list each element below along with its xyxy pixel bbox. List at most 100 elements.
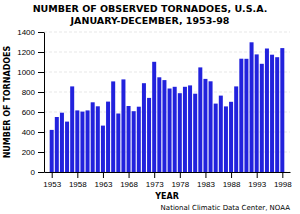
tick: 1953 <box>43 172 61 189</box>
tick-label: 1963 <box>95 180 113 189</box>
title: NUMBER OF OBSERVED TORNADOES, U.S.A. <box>33 3 268 14</box>
tick-mark <box>154 172 155 178</box>
tick: 1973 <box>146 172 164 189</box>
tick-label: 0 <box>31 168 36 177</box>
bar <box>265 49 269 173</box>
tick-label: 1400 <box>17 28 35 37</box>
tick: 600 <box>22 108 44 117</box>
x-axis: 1953 1958 1963 1968 1973 1978 1983 1988 1993 1998 <box>43 172 292 189</box>
bar <box>75 110 79 172</box>
bar <box>229 102 233 172</box>
tick: 1963 <box>95 172 113 189</box>
bar <box>250 42 254 172</box>
tick-mark <box>205 172 206 178</box>
bar <box>132 111 136 172</box>
tick: 400 <box>22 128 44 137</box>
tick-mark <box>52 172 53 178</box>
bar <box>214 104 218 172</box>
grid <box>44 32 290 172</box>
tick-label: 1000 <box>17 68 35 77</box>
tick: 1000 <box>17 68 44 77</box>
tick-label: 1973 <box>146 180 164 189</box>
tick: 1968 <box>120 172 138 189</box>
bar <box>275 57 279 172</box>
tick: 1988 <box>223 172 241 189</box>
bar <box>142 83 146 172</box>
y-axis-title: NUMBER OF TORNADOES <box>3 45 12 158</box>
axis-line <box>44 33 45 173</box>
tick-mark <box>180 172 181 178</box>
tick-label: 1200 <box>17 48 35 57</box>
bar <box>80 112 84 172</box>
tick-label: 1978 <box>171 180 189 189</box>
tick: 800 <box>22 88 44 97</box>
bar <box>198 67 202 172</box>
bar <box>116 114 120 173</box>
bar <box>86 110 90 172</box>
tick: 1983 <box>197 172 215 189</box>
tick-label: 1983 <box>197 180 215 189</box>
tick-label: 1968 <box>120 180 138 189</box>
tick-mark <box>257 172 258 178</box>
tick-mark <box>38 132 44 133</box>
tick-mark <box>38 52 44 53</box>
y-axis: 0200400600800100012001400 <box>17 28 44 177</box>
x-axis-title: YEAR <box>154 192 179 201</box>
bar <box>209 81 213 172</box>
bar <box>239 59 243 172</box>
tick-mark <box>38 112 44 113</box>
tick-label: 1988 <box>223 180 241 189</box>
bar <box>137 107 141 172</box>
bar <box>111 81 115 172</box>
tick-label: 1953 <box>43 180 61 189</box>
bar <box>280 48 284 172</box>
bar <box>188 85 192 172</box>
bar <box>50 130 54 172</box>
bar <box>224 106 228 172</box>
bar <box>121 79 125 172</box>
tick-mark <box>103 172 104 178</box>
tick-mark <box>38 172 44 173</box>
bar <box>260 64 264 172</box>
bar <box>173 87 177 172</box>
bar <box>178 93 182 172</box>
grid-line <box>44 32 290 33</box>
bar <box>244 59 248 172</box>
bar <box>127 106 131 172</box>
bar <box>147 98 151 172</box>
tick-mark <box>282 172 283 178</box>
bar <box>60 113 64 172</box>
bar <box>162 80 166 172</box>
tick: 1200 <box>17 48 44 57</box>
plot-area: 1953 1958 1963 1968 1973 1978 1983 1988 1993 1998… <box>17 28 292 189</box>
tick-label: 800 <box>22 88 36 97</box>
bar <box>65 122 69 172</box>
tick-label: 1993 <box>248 180 266 189</box>
tick-label: 600 <box>22 108 36 117</box>
chart: 1953 1958 1963 1968 1973 1978 1983 1988 1993 1998… <box>0 0 300 214</box>
bar <box>203 79 207 172</box>
tick: 1998 <box>274 172 292 189</box>
tick-mark <box>38 72 44 73</box>
tick: 0 <box>31 168 44 177</box>
bar <box>106 102 110 172</box>
tick: 1993 <box>248 172 266 189</box>
tick: 1978 <box>171 172 189 189</box>
bar <box>55 117 59 172</box>
tick-label: 1958 <box>69 180 87 189</box>
bar <box>168 89 172 173</box>
tick-mark <box>77 172 78 178</box>
bar <box>270 55 274 172</box>
axis-line <box>45 172 291 173</box>
tick-mark <box>38 32 44 33</box>
bar <box>101 126 105 172</box>
bar <box>193 94 197 172</box>
bar <box>219 96 223 172</box>
bar <box>255 54 259 172</box>
bar <box>152 62 156 172</box>
bar <box>96 106 100 172</box>
tick: 1400 <box>17 28 44 37</box>
source-note: National Climatic Data Center, NOAA <box>161 204 291 212</box>
tick-mark <box>38 92 44 93</box>
tick: 1958 <box>69 172 87 189</box>
